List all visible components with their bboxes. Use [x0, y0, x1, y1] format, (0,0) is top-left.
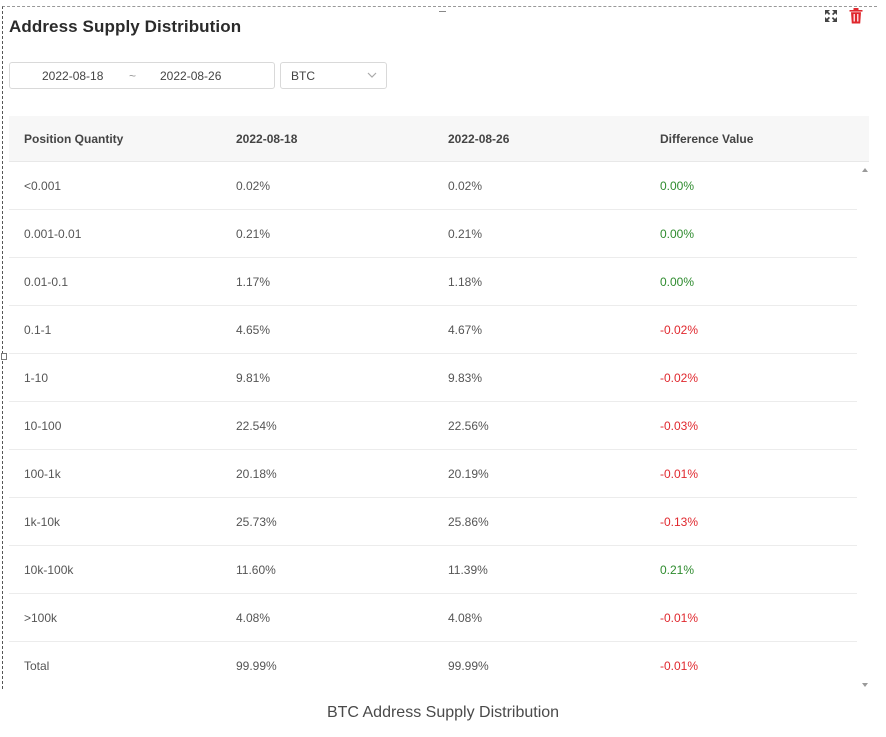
scroll-down-arrow-icon[interactable]	[862, 683, 868, 687]
cell-position-quantity: 0.1-1	[24, 323, 52, 337]
date-end-value[interactable]: 2022-08-26	[160, 69, 222, 83]
cell-end-value: 22.56%	[448, 419, 489, 433]
header-position-quantity: Position Quantity	[24, 132, 124, 146]
cell-start-value: 4.08%	[236, 611, 271, 625]
table-row: <0.001 0.02% 0.02% 0.00%	[9, 162, 857, 210]
table-row: >100k 4.08% 4.08% -0.01%	[9, 594, 857, 642]
cell-difference-value: 0.00%	[660, 275, 695, 289]
cell-start-value: 20.18%	[236, 467, 277, 481]
table-row: 10-100 22.54% 22.56% -0.03%	[9, 402, 857, 450]
cell-start-value: 0.02%	[236, 179, 271, 193]
cell-end-value: 11.39%	[448, 563, 488, 577]
top-resize-handle[interactable]	[439, 11, 446, 12]
cell-difference-value: 0.00%	[660, 179, 695, 193]
cell-start-value: 9.81%	[236, 371, 271, 385]
cell-position-quantity: 100-1k	[24, 467, 61, 481]
cell-position-quantity: 0.01-0.1	[24, 275, 69, 289]
table-row: 10k-100k 11.60% 11.39% 0.21%	[9, 546, 857, 594]
cell-difference-value: -0.13%	[660, 515, 699, 529]
cell-difference-value: 0.21%	[660, 563, 695, 577]
table-row: 1k-10k 25.73% 25.86% -0.13%	[9, 498, 857, 546]
table-header: Position Quantity 2022-08-18 2022-08-26 …	[9, 116, 869, 162]
cell-difference-value: -0.01%	[660, 611, 699, 625]
header-difference-value: Difference Value	[660, 132, 754, 146]
table-row: 100-1k 20.18% 20.19% -0.01%	[9, 450, 857, 498]
cell-start-value: 22.54%	[236, 419, 277, 433]
cell-end-value: 1.18%	[448, 275, 483, 289]
cell-position-quantity: 1k-10k	[24, 515, 61, 529]
cell-start-value: 99.99%	[236, 659, 277, 673]
cell-position-quantity: 0.001-0.01	[24, 227, 82, 241]
chevron-down-icon	[367, 72, 377, 78]
cell-end-value: 9.83%	[448, 371, 483, 385]
cell-end-value: 25.86%	[448, 515, 489, 529]
cell-end-value: 99.99%	[448, 659, 489, 673]
table-row: Total 99.99% 99.99% -0.01%	[9, 642, 857, 689]
table-scrollbar[interactable]	[861, 162, 869, 689]
cell-end-value: 0.02%	[448, 179, 483, 193]
header-end-date: 2022-08-26	[448, 132, 510, 146]
cell-position-quantity: 1-10	[24, 371, 49, 385]
cell-position-quantity: 10-100	[24, 419, 62, 433]
cell-difference-value: 0.00%	[660, 227, 695, 241]
cell-position-quantity: >100k	[24, 611, 58, 625]
cell-start-value: 0.21%	[236, 227, 271, 241]
distribution-table: Position Quantity 2022-08-18 2022-08-26 …	[9, 116, 869, 689]
cell-end-value: 4.08%	[448, 611, 483, 625]
left-resize-handle[interactable]	[1, 353, 7, 360]
date-range-picker[interactable]: 2022-08-18 ~ 2022-08-26	[9, 62, 275, 89]
coin-select[interactable]: BTC	[280, 62, 387, 89]
header-start-date: 2022-08-18	[236, 132, 298, 146]
table-row: 1-10 9.81% 9.83% -0.02%	[9, 354, 857, 402]
coin-select-value: BTC	[291, 69, 315, 83]
cell-end-value: 0.21%	[448, 227, 483, 241]
cell-end-value: 20.19%	[448, 467, 489, 481]
cell-difference-value: -0.03%	[660, 419, 699, 433]
table-body: <0.001 0.02% 0.02% 0.00% 0.001-0.01 0.21% 0.21…	[9, 162, 857, 689]
cell-start-value: 11.60%	[236, 563, 276, 577]
widget-title: Address Supply Distribution	[9, 17, 242, 36]
cell-position-quantity: 10k-100k	[24, 563, 74, 577]
cell-start-value: 1.17%	[236, 275, 271, 289]
table-row: 0.01-0.1 1.17% 1.18% 0.00%	[9, 258, 857, 306]
cell-position-quantity: Total	[24, 659, 50, 673]
cell-difference-value: -0.02%	[660, 323, 699, 337]
cell-end-value: 4.67%	[448, 323, 483, 337]
date-range-separator: ~	[129, 69, 137, 83]
scroll-up-arrow-icon[interactable]	[862, 168, 868, 172]
cell-difference-value: -0.01%	[660, 467, 699, 481]
figure-caption: BTC Address Supply Distribution	[326, 704, 560, 721]
cell-position-quantity: <0.001	[24, 179, 62, 193]
cell-difference-value: -0.02%	[660, 371, 699, 385]
trash-icon[interactable]	[849, 8, 863, 24]
table-row: 0.1-1 4.65% 4.67% -0.02%	[9, 306, 857, 354]
date-start-value[interactable]: 2022-08-18	[42, 69, 104, 83]
table-row: 0.001-0.01 0.21% 0.21% 0.00%	[9, 210, 857, 258]
cell-start-value: 4.65%	[236, 323, 271, 337]
cell-difference-value: -0.01%	[660, 659, 699, 673]
expand-icon[interactable]	[824, 9, 838, 23]
widget-panel	[1, 6, 877, 689]
cell-start-value: 25.73%	[236, 515, 277, 529]
